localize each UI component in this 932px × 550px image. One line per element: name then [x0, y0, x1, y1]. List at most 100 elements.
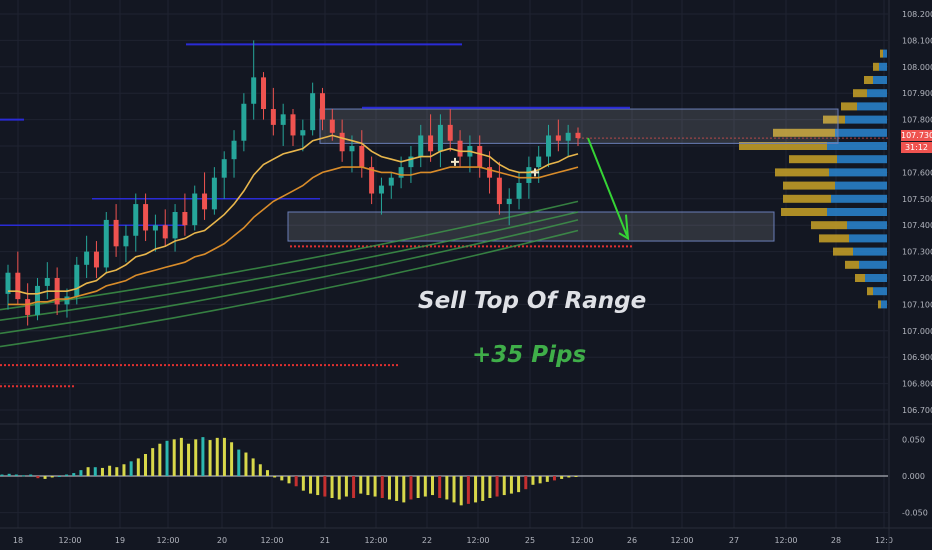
volume-profile-bar	[823, 115, 845, 124]
candle-body	[123, 235, 129, 247]
candle-body	[231, 140, 237, 160]
volume-profile-bar	[853, 247, 887, 256]
volume-profile-bar	[841, 102, 857, 111]
volume-profile-bar	[835, 181, 887, 190]
volume-profile-bar	[865, 274, 887, 282]
candle-body	[251, 77, 257, 104]
candle-body	[329, 119, 335, 133]
x-tick-label: 20	[217, 536, 227, 545]
candle-body	[418, 135, 424, 157]
candle-body	[536, 156, 542, 168]
y-tick-label: 107.400	[902, 221, 932, 230]
osc-bar	[366, 476, 370, 496]
candle-body	[202, 193, 208, 210]
candle-body	[555, 135, 561, 141]
x-tick-label: 21	[320, 536, 330, 545]
osc-bar	[380, 476, 384, 498]
y-tick-label: 108.200	[902, 10, 932, 19]
osc-bar	[72, 473, 76, 476]
osc-bar	[481, 476, 485, 501]
osc-bar	[215, 437, 219, 476]
osc-bar	[79, 470, 83, 476]
volume-profile-bar	[847, 221, 887, 230]
osc-bar	[237, 449, 241, 476]
candle-body	[447, 124, 453, 141]
osc-bar	[129, 461, 133, 476]
candle-body	[182, 212, 188, 226]
osc-bar	[265, 470, 269, 476]
candle-body	[526, 167, 532, 183]
osc-bar	[395, 476, 399, 501]
candle-body	[162, 225, 168, 239]
osc-bar	[538, 476, 542, 484]
candle-body	[25, 299, 31, 315]
candle-body	[428, 135, 434, 152]
candle-body	[398, 167, 404, 178]
candle-body	[369, 167, 375, 194]
osc-bar	[502, 476, 506, 496]
candle-body	[319, 93, 325, 120]
osc-bar	[287, 476, 291, 484]
volume-profile-bar	[878, 300, 881, 309]
osc-bar	[316, 476, 320, 496]
x-tick-label: 25	[525, 536, 535, 545]
candle-body	[93, 251, 99, 268]
osc-bar	[323, 476, 327, 497]
candle-body	[64, 296, 70, 305]
volume-profile-bar	[873, 76, 887, 84]
candle-body	[496, 177, 502, 205]
y-tick-label: 107.800	[902, 116, 932, 125]
candle-body	[300, 130, 306, 136]
x-tick-label: 12:00	[260, 536, 283, 545]
osc-bar	[330, 476, 334, 498]
candle-body	[44, 278, 50, 286]
osc-bar	[50, 476, 54, 478]
osc-bar	[194, 439, 198, 476]
osc-bar	[309, 476, 313, 494]
candle-body	[103, 219, 109, 268]
osc-bar	[509, 476, 513, 494]
volume-profile-bar	[881, 300, 887, 309]
volume-profile-bar	[880, 49, 883, 58]
volume-profile-bar	[849, 234, 887, 243]
osc-bar	[0, 474, 4, 476]
volume-profile-bar	[867, 89, 887, 98]
volume-profile-bar	[853, 89, 867, 98]
osc-bar	[445, 476, 449, 500]
volume-profile-bar	[783, 194, 831, 203]
candle-body	[241, 103, 247, 141]
osc-bar	[294, 476, 298, 487]
candle-body	[270, 109, 276, 125]
volume-profile-bar	[855, 274, 865, 282]
osc-bar	[387, 476, 391, 500]
osc-bar	[280, 476, 284, 481]
osc-bar	[165, 440, 169, 476]
osc-bar	[531, 476, 535, 485]
candle-body	[359, 146, 365, 168]
osc-bar	[438, 476, 442, 498]
x-tick-label: 12:00	[670, 536, 693, 545]
x-tick-label: 18	[13, 536, 23, 545]
osc-bar	[122, 464, 126, 476]
candle-body	[487, 167, 493, 178]
osc-bar	[495, 476, 499, 497]
osc-bar	[222, 437, 226, 476]
candle-body	[15, 272, 21, 300]
candle-body	[133, 204, 139, 236]
osc-bar	[108, 465, 112, 476]
x-tick-label: 27	[729, 536, 739, 545]
osc-bar	[43, 476, 47, 479]
volume-profile-bar	[739, 142, 827, 150]
candle-body	[290, 114, 296, 136]
volume-profile-bar	[883, 49, 887, 58]
osc-bar	[65, 474, 69, 476]
osc-bar	[517, 476, 521, 493]
candle-body	[261, 77, 267, 110]
x-tick-label: 12:0	[875, 536, 893, 545]
candle-body	[339, 132, 345, 152]
candle-body	[565, 132, 571, 141]
volume-profile-bar	[857, 102, 887, 111]
volume-profile-bar	[835, 128, 887, 137]
volume-profile-bar	[867, 287, 873, 296]
